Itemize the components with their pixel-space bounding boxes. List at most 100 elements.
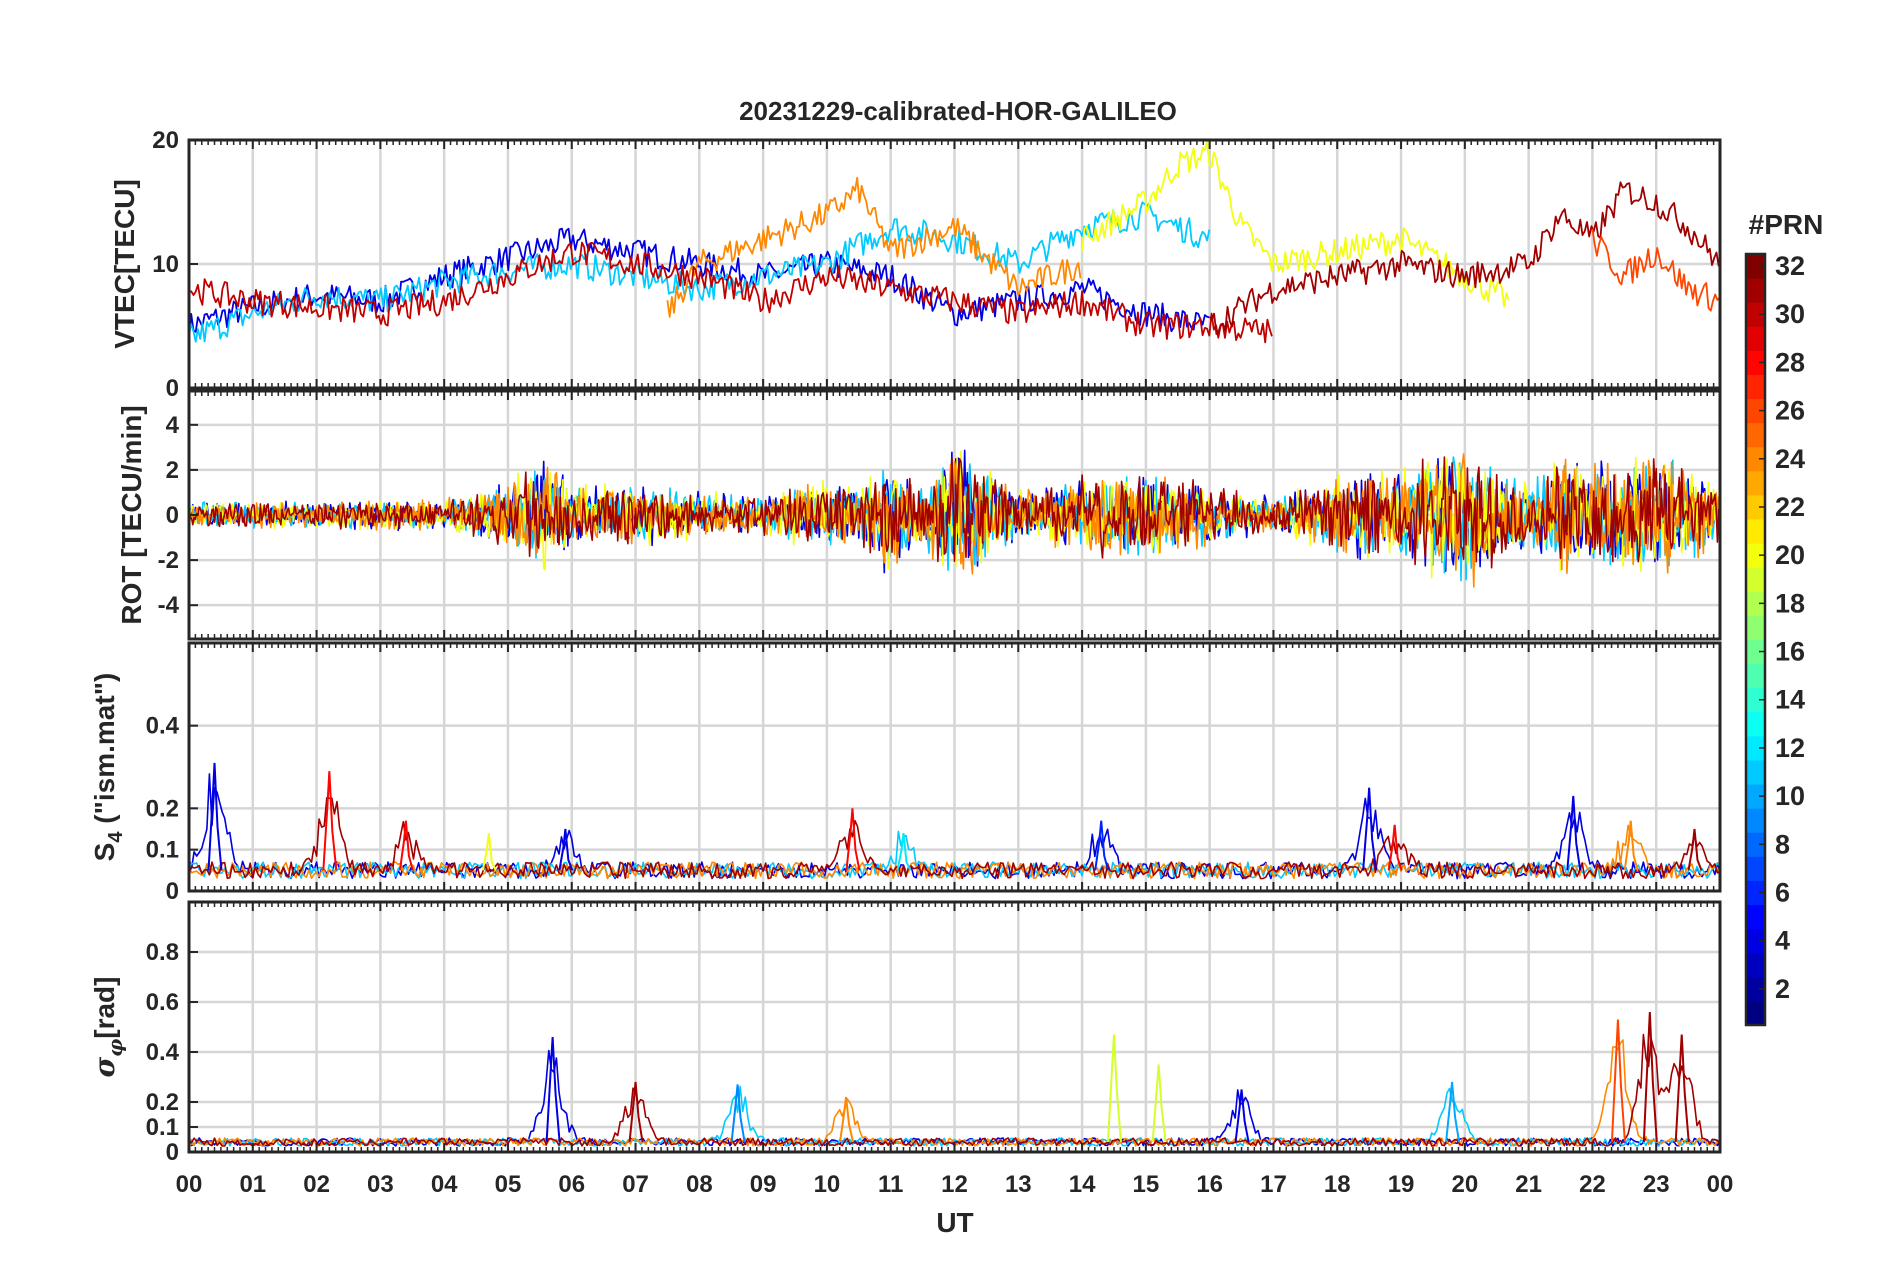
y-tick-label: 0.1 <box>146 837 179 864</box>
sigma-peak <box>1674 1034 1690 1143</box>
colorbar-frame <box>1744 252 1767 1027</box>
panel-s4: 0 0.1 0.2 0.4 S4 ("ism.mat") <box>89 641 1722 905</box>
colorbar-tick-label: 28 <box>1775 347 1805 377</box>
x-tick-label: 15 <box>1133 1171 1160 1198</box>
colorbar-cell <box>1746 422 1765 448</box>
x-tick-label: 10 <box>814 1171 841 1198</box>
colorbar-cell <box>1746 374 1765 400</box>
x-tick-label: 14 <box>1069 1171 1096 1198</box>
s4-peak <box>845 808 861 871</box>
x-tick-label: 13 <box>1005 1171 1032 1198</box>
colorbar-label: #PRN <box>1749 209 1824 240</box>
s4-y-label: S4 ("ism.mat") <box>89 673 127 862</box>
vtec-series-prn-20 <box>1081 140 1510 308</box>
s4-y-label-main: S <box>89 843 120 862</box>
s4-peak <box>322 771 338 871</box>
colorbar-cell <box>1746 687 1765 713</box>
x-tick-label: 06 <box>558 1171 585 1198</box>
colorbar-tick-label: 4 <box>1775 926 1790 956</box>
x-tick-label: 23 <box>1643 1171 1670 1198</box>
colorbar-cell <box>1746 976 1765 1002</box>
y-tick-label: 4 <box>166 412 180 439</box>
x-tick-label: 08 <box>686 1171 713 1198</box>
y-tick-label: 0.2 <box>146 795 179 822</box>
chart-title: 20231229-calibrated-HOR-GALILEO <box>739 96 1177 126</box>
y-tick-label: 0 <box>166 502 179 529</box>
colorbar-tick-label: 16 <box>1775 637 1805 667</box>
panel-rot-frame <box>187 389 1722 641</box>
x-tick-label: 16 <box>1196 1171 1223 1198</box>
x-tick-label: 17 <box>1260 1171 1287 1198</box>
colorbar-cell <box>1746 639 1765 665</box>
colorbar-cell <box>1746 880 1765 906</box>
x-tick-label: 22 <box>1579 1171 1606 1198</box>
panel-vtec: 0 10 20 VTEC[TECU] <box>109 127 1722 402</box>
x-tick-label: 02 <box>303 1171 330 1198</box>
y-tick-label: 0.2 <box>146 1089 179 1116</box>
y-tick-label: 0.6 <box>146 989 179 1016</box>
x-tick-label: 00 <box>176 1171 203 1198</box>
colorbar-tick-label: 32 <box>1775 251 1805 281</box>
sigma-peak <box>1106 1034 1122 1143</box>
colorbar-cell <box>1746 591 1765 616</box>
x-tick-label: 04 <box>431 1171 458 1198</box>
sigma-series-prn-31 <box>189 1033 1720 1147</box>
vtec-series-prn-4 <box>189 227 1210 340</box>
colorbar-cell <box>1746 494 1765 520</box>
sigma-y-label-rest: [rad] <box>89 977 120 1039</box>
y-tick-label: 0.4 <box>146 713 180 740</box>
colorbar-cell <box>1746 784 1765 809</box>
x-tick-label: 11 <box>878 1171 903 1198</box>
y-tick-label: 20 <box>152 127 179 154</box>
colorbar-tick-label: 6 <box>1775 877 1790 907</box>
sigma-peak <box>1234 1089 1250 1143</box>
panel-sigma: 00.10.2 0.4 0.6 0.8 σφ[rad] <box>88 900 1722 1166</box>
colorbar-cell <box>1746 446 1765 472</box>
colorbar-tick-label: 26 <box>1775 396 1805 426</box>
colorbar-tick-label: 22 <box>1775 492 1805 522</box>
panel-rot: -4 -2 0 2 4 ROT [TECU/min] <box>116 389 1722 641</box>
colorbar-cell <box>1746 904 1765 930</box>
sigma-peak <box>839 1096 855 1143</box>
x-tick-label: 07 <box>622 1171 649 1198</box>
colorbar-cell <box>1746 735 1765 761</box>
sigma-peak <box>1610 1019 1626 1143</box>
colorbar-tick-label: 14 <box>1775 685 1805 715</box>
colorbar-tick-label: 20 <box>1775 540 1805 570</box>
sigma-y-label-main: σ <box>88 1057 121 1078</box>
sigma-peak <box>628 1081 644 1143</box>
sigma-peak <box>1642 1011 1658 1143</box>
colorbar-tick-label: 2 <box>1775 974 1790 1004</box>
colorbar-tick-label: 24 <box>1775 444 1805 474</box>
colorbar-tick-label: 10 <box>1775 781 1805 811</box>
vtec-series-prn-31 <box>1209 181 1720 335</box>
colorbar-cell <box>1746 254 1765 279</box>
colorbar-cell <box>1746 302 1765 327</box>
vtec-y-label: VTEC[TECU] <box>109 179 140 349</box>
s4-peak <box>1623 820 1639 871</box>
colorbar-tick-label: 8 <box>1775 829 1790 859</box>
colorbar-tick-label: 30 <box>1775 299 1805 329</box>
panel-vtec-frame <box>187 138 1722 390</box>
rot-series-prn-31 <box>189 456 1720 569</box>
sigma-y-label: σφ[rad] <box>88 977 127 1078</box>
s4-peak <box>1362 787 1378 871</box>
colorbar-cell <box>1746 663 1765 689</box>
colorbar-tick-label: 12 <box>1775 733 1805 763</box>
x-tick-label: 18 <box>1324 1171 1351 1198</box>
y-tick-label: 0.8 <box>146 939 179 966</box>
s4-series-prn-31 <box>189 797 1720 880</box>
colorbar-cell <box>1746 759 1765 785</box>
y-tick-label: 0 <box>166 878 179 905</box>
x-tick-label: 12 <box>941 1171 968 1198</box>
rot-series-prn-24 <box>189 453 1720 588</box>
x-tick-label: 09 <box>750 1171 777 1198</box>
vtec-series-prn-26 <box>1591 228 1720 312</box>
rot-y-label: ROT [TECU/min] <box>116 405 147 624</box>
s4-peak <box>1687 828 1703 871</box>
colorbar-cell <box>1746 1000 1765 1026</box>
colorbar-cell <box>1746 567 1765 592</box>
colorbar-cell <box>1746 832 1765 857</box>
